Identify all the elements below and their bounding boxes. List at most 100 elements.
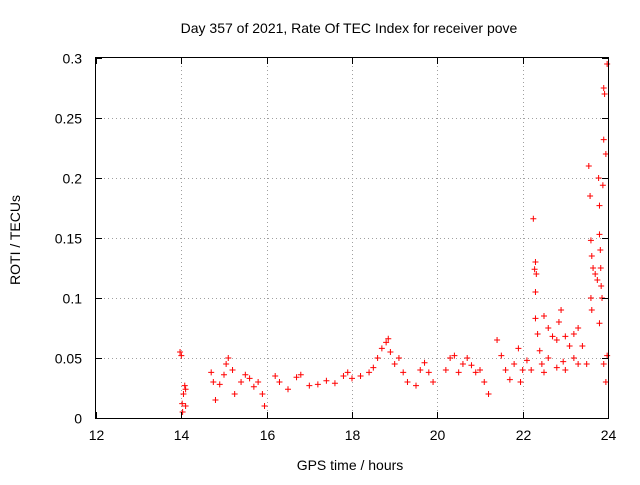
data-point [425,369,432,376]
data-point [587,237,594,244]
data-point [272,373,279,379]
data-point [532,259,539,265]
data-point [517,379,524,385]
data-point [511,361,518,367]
data-point [231,391,238,397]
data-point [181,382,188,389]
data-point [314,381,321,388]
data-point [179,400,186,407]
grid-lines [96,58,608,418]
data-point [519,367,526,373]
data-point [598,283,605,289]
data-point [506,376,513,383]
data-point [297,371,304,378]
data-point [604,61,611,67]
data-point [387,349,394,355]
y-tick-label: 0.05 [55,351,82,367]
data-point [421,359,428,366]
data-point [596,202,603,209]
data-point [600,85,607,91]
x-tick-label: 20 [430,427,446,443]
data-point [383,339,390,346]
data-point [600,361,607,367]
data-point [210,379,217,385]
chart-title: Day 357 of 2021, Rate Of TEC Index for r… [181,20,518,36]
data-point [331,380,338,387]
x-tick-label: 22 [516,427,532,443]
x-tick-label: 14 [174,427,190,443]
y-axis-label: ROTI / TECUs [7,195,23,285]
data-point [570,355,577,361]
data-point [595,175,602,181]
data-point [404,379,411,385]
data-point [395,355,402,361]
data-point [250,383,257,390]
data-point [538,361,545,367]
x-tick-labels: 12 14 16 18 20 22 24 [89,427,617,443]
y-tick-label: 0.3 [63,51,83,67]
data-point [585,163,592,169]
data-point [400,369,407,376]
data-point [599,182,606,189]
data-point [528,367,535,373]
data-point [536,347,543,354]
data-point [498,352,505,359]
data-point [225,355,232,361]
data-point [385,335,392,342]
data-point [562,333,569,340]
data-point [276,379,283,385]
y-tick-labels: 0 0.05 0.1 0.15 0.2 0.25 0.3 [55,51,82,427]
data-point [447,355,454,361]
data-point [344,369,351,376]
data-point [229,367,236,373]
data-point [261,403,268,409]
data-point [570,331,577,337]
data-point [553,364,560,371]
data-point [579,343,586,349]
data-point [221,371,227,378]
y-tick-label: 0.1 [63,291,83,307]
data-point [323,377,330,384]
data-point [530,215,537,222]
y-tick-label: 0.15 [55,231,82,247]
data-point [588,253,595,259]
data-point [238,379,245,385]
data-point [604,352,611,359]
data-point [592,271,599,277]
data-point [417,367,424,373]
data-point [562,367,569,373]
data-point [481,379,488,385]
data-point [587,295,594,301]
data-point [340,373,347,379]
data-point [455,369,462,376]
data-point [468,362,475,369]
data-point [531,266,538,273]
data-point [602,151,609,157]
data-point [349,375,355,382]
data-point [594,277,601,283]
x-tick-label: 24 [601,427,617,443]
data-point [534,331,541,337]
data-point [182,386,189,393]
x-axis-label: GPS time / hours [297,457,404,473]
data-point [485,391,492,397]
data-point [596,231,603,238]
data-point [413,382,419,389]
data-point [472,369,479,376]
data-point [366,369,373,376]
data-point [451,352,458,359]
data-point [588,307,595,313]
data-point [223,361,230,367]
data-point [177,349,184,355]
y-tick-label: 0.2 [63,171,83,187]
data-point [494,337,501,343]
data-point [560,358,567,365]
x-tick-label: 12 [89,427,105,443]
data-point [532,315,539,322]
data-point [590,265,597,271]
data-point [532,289,539,295]
data-point [178,352,185,359]
data-point [216,381,223,388]
data-point [370,364,377,371]
data-point [255,379,262,385]
